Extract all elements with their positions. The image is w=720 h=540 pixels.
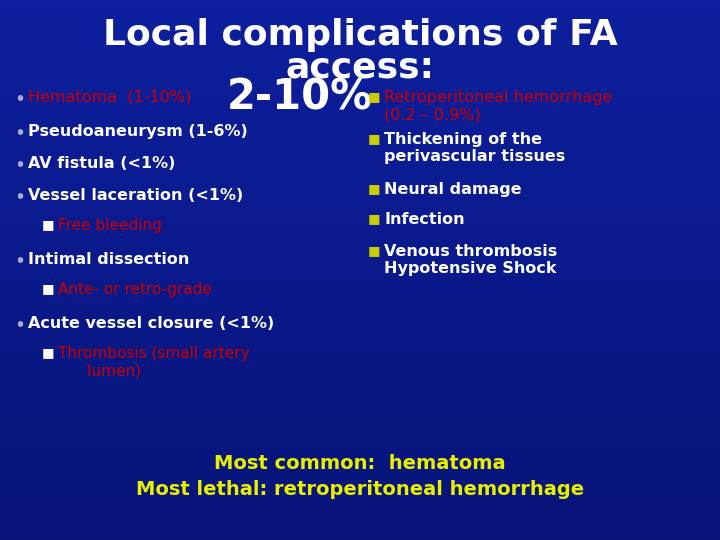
Text: Most common:  hematoma: Most common: hematoma — [214, 454, 506, 473]
Bar — [0, 270, 720, 279]
Text: •: • — [14, 316, 25, 335]
Bar — [0, 522, 720, 531]
Bar — [0, 162, 720, 171]
Bar — [0, 504, 720, 513]
Bar — [0, 351, 720, 360]
Bar — [0, 81, 720, 90]
Text: Acute vessel closure (<1%): Acute vessel closure (<1%) — [28, 316, 274, 331]
Text: Thrombosis (small artery
      lumen): Thrombosis (small artery lumen) — [58, 346, 250, 379]
Bar — [0, 207, 720, 216]
Bar — [0, 45, 720, 54]
Text: Retroperitoneal hemorrhage
(0.2 – 0.9%): Retroperitoneal hemorrhage (0.2 – 0.9%) — [384, 90, 613, 123]
Text: Infection: Infection — [384, 212, 464, 227]
Text: •: • — [14, 252, 25, 271]
Text: Ante- or retro-grade: Ante- or retro-grade — [58, 282, 212, 297]
Bar — [0, 234, 720, 243]
Bar — [0, 423, 720, 432]
Bar — [0, 324, 720, 333]
Text: Pseudoaneurysm (1-6%): Pseudoaneurysm (1-6%) — [28, 124, 248, 139]
Text: Intimal dissection: Intimal dissection — [28, 252, 189, 267]
Text: •: • — [14, 124, 25, 143]
Bar — [0, 126, 720, 135]
Bar — [0, 216, 720, 225]
Text: ■: ■ — [368, 132, 380, 145]
Bar — [0, 36, 720, 45]
Bar — [0, 405, 720, 414]
Bar — [0, 414, 720, 423]
Bar — [0, 144, 720, 153]
Bar — [0, 252, 720, 261]
Bar — [0, 198, 720, 207]
Bar — [0, 9, 720, 18]
Bar — [0, 54, 720, 63]
Bar — [0, 99, 720, 108]
Text: ■: ■ — [42, 346, 55, 359]
Text: ■: ■ — [42, 218, 55, 231]
Bar — [0, 279, 720, 288]
Text: ■: ■ — [368, 212, 380, 225]
Bar — [0, 432, 720, 441]
Text: Vessel laceration (<1%): Vessel laceration (<1%) — [28, 188, 243, 203]
Bar — [0, 27, 720, 36]
Text: Venous thrombosis
Hypotensive Shock: Venous thrombosis Hypotensive Shock — [384, 244, 557, 276]
Bar — [0, 477, 720, 486]
Bar — [0, 315, 720, 324]
Text: •: • — [14, 156, 25, 175]
Text: ■: ■ — [368, 244, 380, 257]
Bar — [0, 396, 720, 405]
Text: ■: ■ — [368, 182, 380, 195]
Bar — [0, 18, 720, 27]
Bar — [0, 306, 720, 315]
Text: Free bleeding: Free bleeding — [58, 218, 162, 233]
Bar — [0, 333, 720, 342]
Text: •: • — [14, 188, 25, 207]
Bar — [0, 369, 720, 378]
Bar — [0, 72, 720, 81]
Bar — [0, 297, 720, 306]
Bar — [0, 441, 720, 450]
Bar — [0, 180, 720, 189]
Text: Local complications of FA: Local complications of FA — [103, 18, 617, 52]
Text: ■: ■ — [42, 282, 55, 295]
Bar — [0, 531, 720, 540]
Text: Most lethal: retroperitoneal hemorrhage: Most lethal: retroperitoneal hemorrhage — [136, 480, 584, 499]
Text: •: • — [14, 90, 25, 109]
Bar — [0, 378, 720, 387]
Text: 2-10%: 2-10% — [227, 77, 373, 119]
Bar — [0, 171, 720, 180]
Bar — [0, 288, 720, 297]
Bar — [0, 63, 720, 72]
Bar — [0, 342, 720, 351]
Bar — [0, 243, 720, 252]
Bar — [0, 360, 720, 369]
Bar — [0, 0, 720, 9]
Bar — [0, 117, 720, 126]
Bar — [0, 135, 720, 144]
Bar — [0, 468, 720, 477]
Bar — [0, 261, 720, 270]
Bar — [0, 108, 720, 117]
Bar — [0, 486, 720, 495]
Bar — [0, 153, 720, 162]
Text: ■: ■ — [368, 90, 380, 103]
Text: access:: access: — [286, 50, 434, 84]
Bar — [0, 450, 720, 459]
Bar — [0, 90, 720, 99]
Text: Thickening of the
perivascular tissues: Thickening of the perivascular tissues — [384, 132, 565, 164]
Bar — [0, 189, 720, 198]
Text: Neural damage: Neural damage — [384, 182, 521, 197]
Text: Hematoma  (1-10%): Hematoma (1-10%) — [28, 90, 192, 105]
Bar — [0, 225, 720, 234]
Bar — [0, 459, 720, 468]
Bar — [0, 495, 720, 504]
Bar — [0, 387, 720, 396]
Bar — [0, 513, 720, 522]
Text: AV fistula (<1%): AV fistula (<1%) — [28, 156, 176, 171]
